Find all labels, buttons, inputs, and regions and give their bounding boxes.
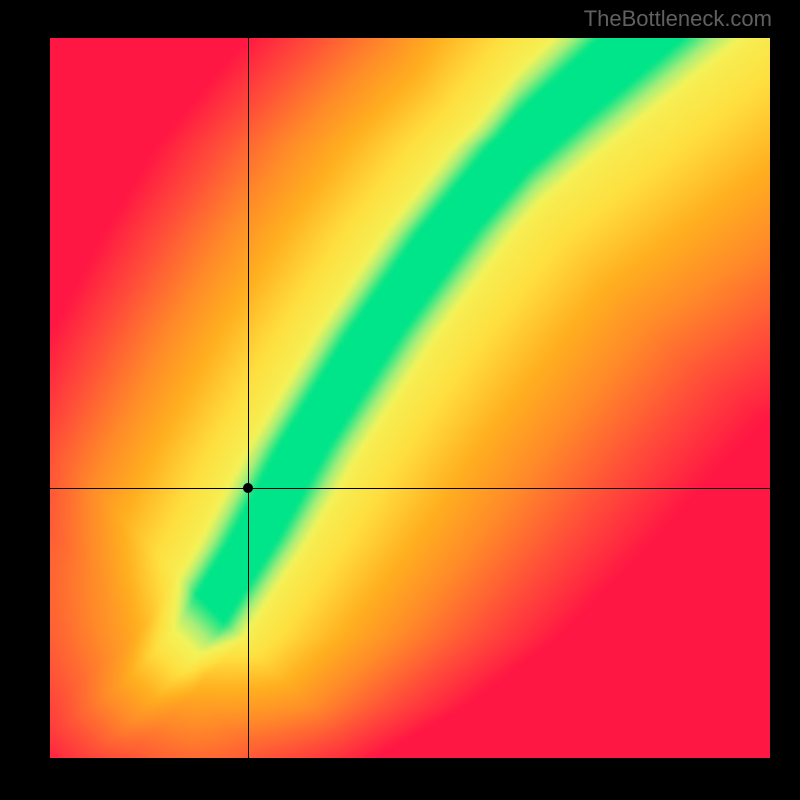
bottleneck-heatmap bbox=[50, 38, 770, 758]
watermark-text: TheBottleneck.com bbox=[584, 6, 772, 32]
crosshair-vertical bbox=[248, 38, 249, 758]
selection-marker bbox=[243, 483, 253, 493]
heatmap-canvas bbox=[50, 38, 770, 758]
crosshair-horizontal bbox=[50, 488, 770, 489]
